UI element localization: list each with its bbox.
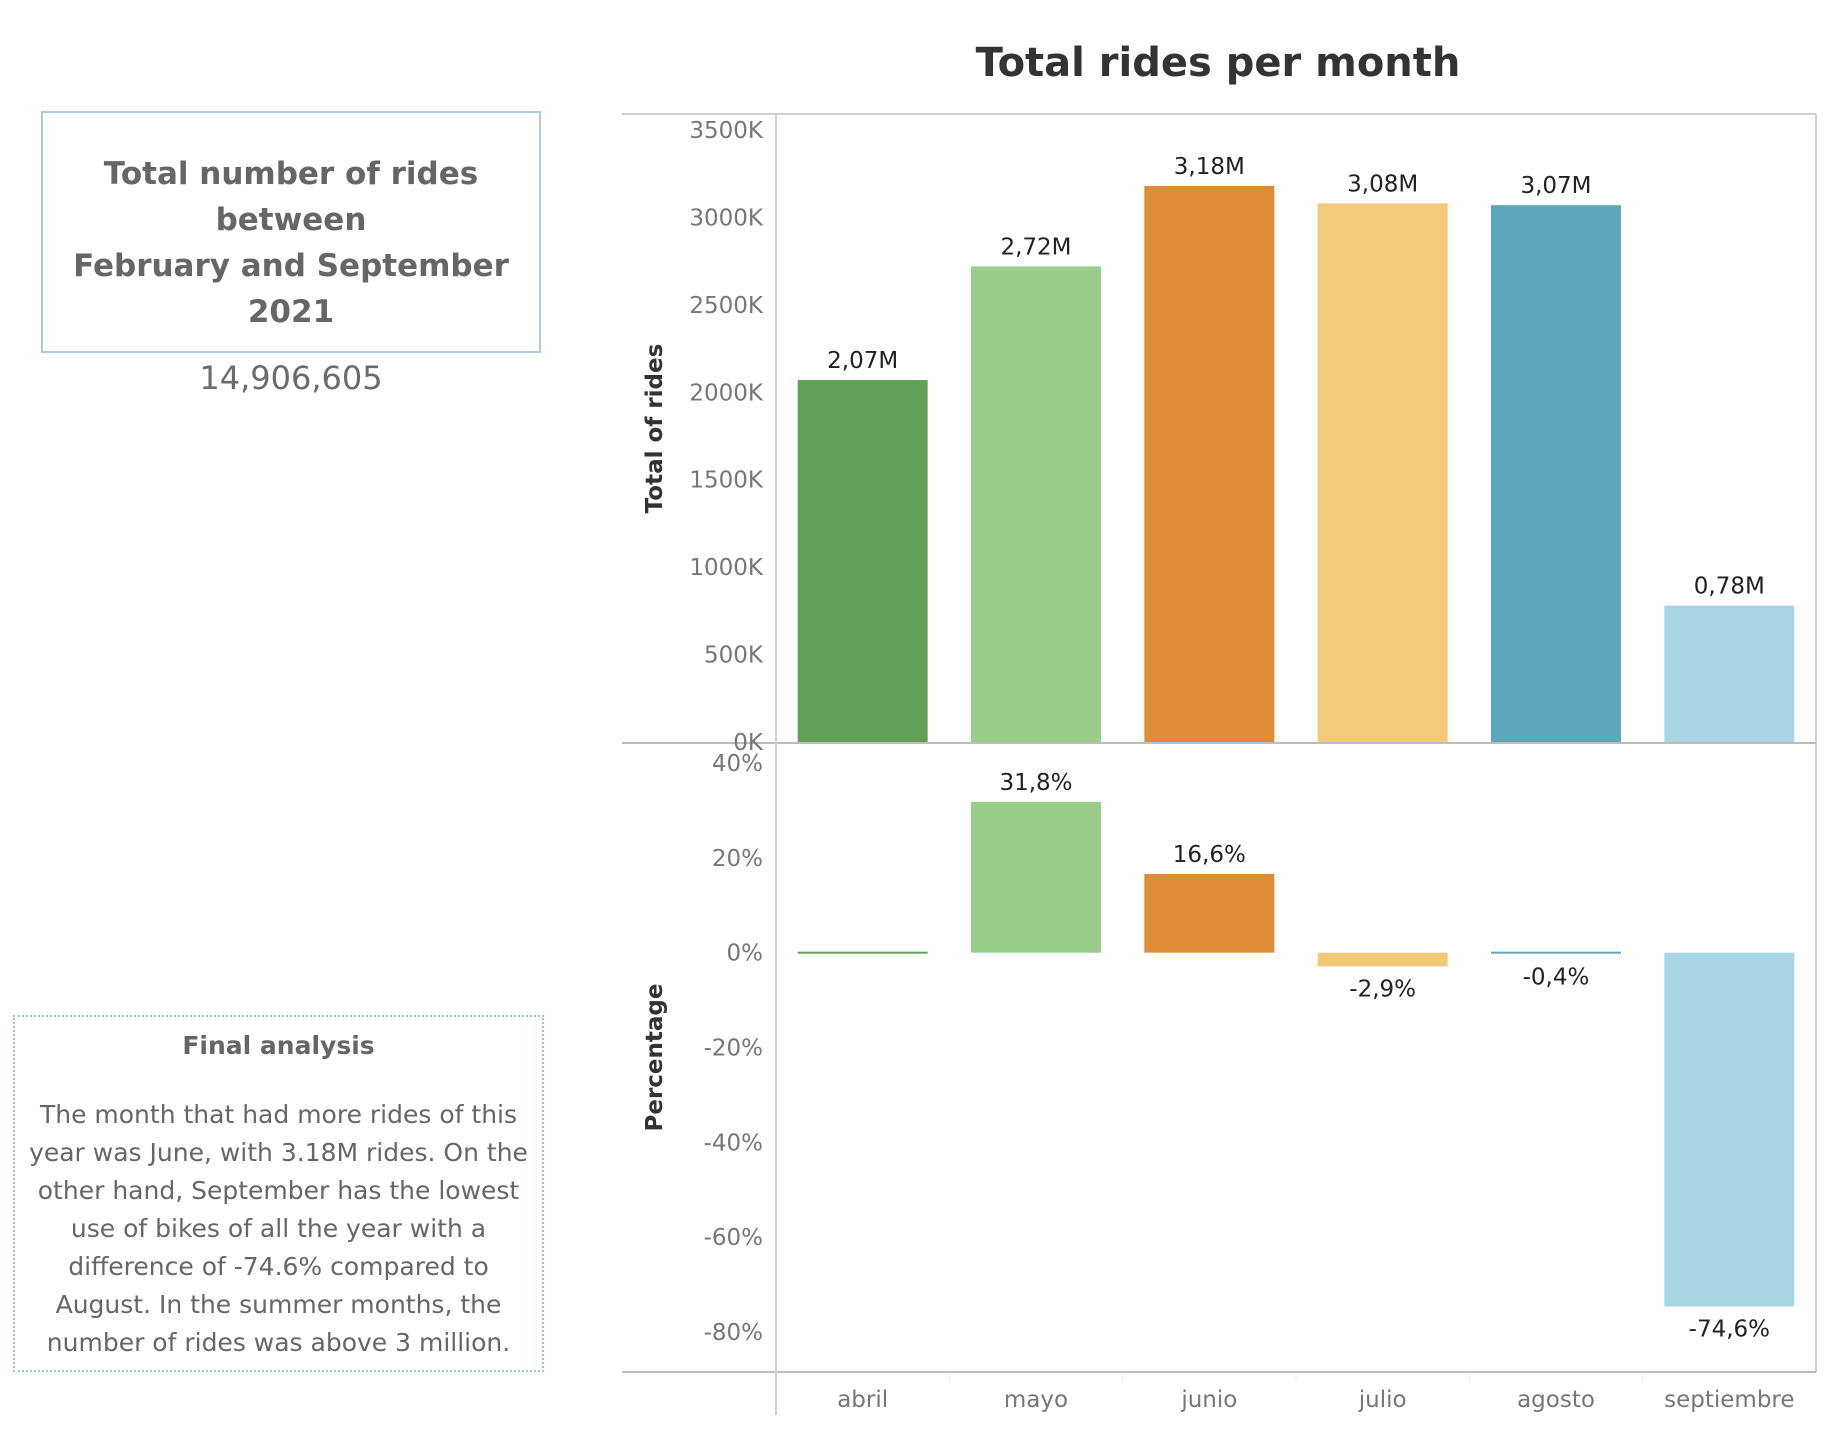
final-analysis-card: Final analysis The month that had more r…: [13, 1015, 544, 1372]
data-label: 0,78M: [1694, 574, 1765, 600]
bar-mayo-rides: [971, 266, 1101, 742]
data-label: 3,07M: [1520, 173, 1591, 199]
y-tick-label: 2500K: [689, 293, 764, 319]
y-axis-title-2: Percentage: [642, 984, 668, 1132]
bar-agosto-rides: [1491, 205, 1621, 742]
y-tick-label: 500K: [704, 643, 764, 669]
y-tick-label: 0K: [733, 730, 764, 756]
bar-junio-percentage: [1144, 873, 1275, 953]
x-tick-label: agosto: [1517, 1387, 1595, 1413]
data-label: 16,6%: [1173, 842, 1246, 868]
data-label: 31,8%: [999, 770, 1072, 796]
total-rides-card-title: Total number of rides between February a…: [43, 151, 539, 335]
x-tick-label: septiembre: [1664, 1387, 1794, 1413]
final-analysis-text: The month that had more rides of this ye…: [29, 1100, 528, 1357]
total-rides-card: Total number of rides between February a…: [41, 111, 541, 397]
y-tick-label: 0%: [727, 941, 764, 967]
y-tick-label: 3500K: [689, 118, 764, 144]
data-label: 3,18M: [1174, 154, 1245, 180]
y-tick-label: -20%: [704, 1036, 763, 1062]
y-tick-label: 1000K: [689, 555, 764, 581]
y-tick-label: 1500K: [689, 468, 764, 494]
total-rides-card-title-line2: February and September 2021: [73, 248, 509, 330]
bar-junio-rides: [1144, 185, 1275, 742]
x-tick-label: julio: [1358, 1387, 1407, 1413]
bar-julio-rides: [1317, 203, 1448, 742]
data-label: -74,6%: [1689, 1316, 1770, 1342]
total-rides-value: 14,906,605: [199, 359, 383, 397]
y-axis-title-1: Total of rides: [642, 344, 668, 514]
bar-julio-percentage: [1317, 952, 1448, 967]
data-label: 2,07M: [827, 348, 898, 374]
y-tick-label: 2000K: [689, 380, 764, 406]
total-rides-card-title-line1: Total number of rides between: [103, 156, 479, 238]
y-tick-label: -60%: [704, 1225, 763, 1251]
y-tick-label: 3000K: [689, 205, 764, 231]
bar-mayo-percentage: [971, 801, 1101, 953]
data-label: 2,72M: [1000, 234, 1071, 260]
final-analysis-title: Final analysis: [182, 1031, 375, 1060]
bar-septiembre-percentage: [1664, 952, 1795, 1307]
chart-title: Total rides per month: [975, 40, 1461, 86]
y-tick-label: -80%: [704, 1320, 763, 1346]
x-tick-label: junio: [1180, 1387, 1237, 1413]
y-tick-label: 20%: [712, 846, 763, 872]
data-label: -0,4%: [1523, 965, 1590, 991]
y-tick-label: -40%: [704, 1130, 763, 1156]
bar-abril-rides: [797, 380, 928, 742]
y-tick-label: 40%: [712, 751, 763, 777]
data-label: -2,9%: [1349, 976, 1416, 1002]
bar-abril-percentage: [797, 951, 928, 954]
data-label: 3,08M: [1347, 171, 1418, 197]
x-tick-label: abril: [837, 1387, 888, 1413]
x-tick-label: mayo: [1004, 1387, 1068, 1413]
bar-agosto-percentage: [1491, 951, 1621, 954]
bar-septiembre-rides: [1664, 605, 1795, 742]
